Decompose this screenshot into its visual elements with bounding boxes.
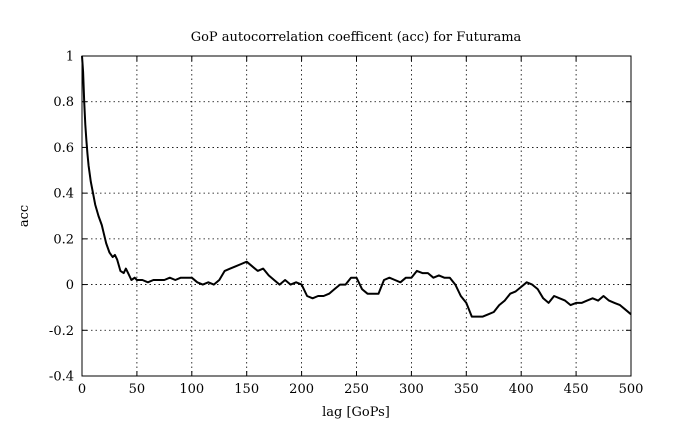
x-tick-label: 0 [78,382,86,397]
y-axis-ticks: -0.4 -0.2 0 0.2 0.4 0.6 0.8 1 [49,50,631,385]
y-axis-label: acc [17,205,32,227]
y-tick-label: 0 [66,278,74,293]
grid-lines [82,56,631,376]
y-tick-label: 1 [66,50,74,65]
x-tick-label: 500 [619,382,644,397]
series-group [81,55,632,318]
x-tick-label: 200 [289,382,314,397]
x-tick-label: 100 [179,382,204,397]
y-tick-label: 0.6 [53,141,74,156]
acc-series-line [81,55,632,318]
x-tick-label: 400 [509,382,534,397]
x-tick-label: 50 [129,382,146,397]
x-tick-label: 150 [234,382,259,397]
y-tick-label: -0.4 [49,370,74,385]
chart-title: GoP autocorrelation coefficent (acc) for… [191,30,522,45]
x-tick-label: 250 [344,382,369,397]
y-tick-label: 0.4 [53,187,74,202]
x-tick-label: 300 [399,382,424,397]
x-axis-ticks: 0 50 100 150 200 250 300 350 400 450 500 [78,56,644,397]
x-axis-label: lag [GoPs] [322,405,390,420]
y-tick-label: 0.2 [53,232,74,247]
x-tick-label: 350 [454,382,479,397]
y-tick-label: 0.8 [53,95,74,110]
y-tick-label: -0.2 [49,324,74,339]
x-tick-label: 450 [564,382,589,397]
